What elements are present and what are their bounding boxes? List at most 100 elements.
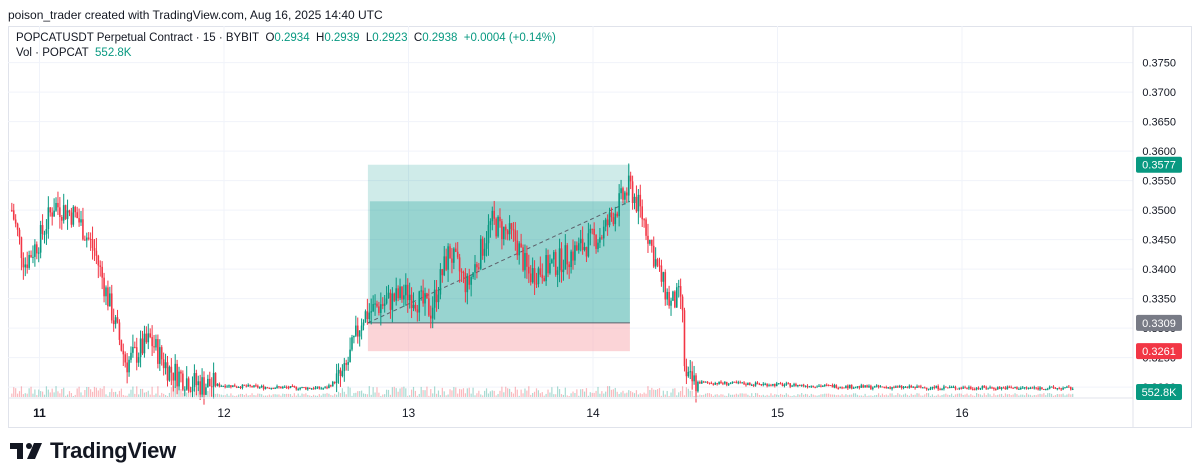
volume-bar: [876, 394, 878, 397]
volume-label[interactable]: Vol · POPCAT: [16, 47, 89, 59]
volume-bar: [933, 395, 935, 397]
candle-body: [979, 388, 982, 390]
volume-bar: [929, 395, 932, 397]
volume-bar: [570, 393, 572, 397]
volume-bar: [236, 395, 238, 397]
candle-body: [149, 333, 151, 338]
candle-body: [808, 386, 811, 388]
candle-body: [428, 298, 430, 316]
candle-body: [920, 386, 922, 388]
candle-body: [743, 382, 745, 385]
volume-bar: [649, 389, 651, 397]
volume-bar: [387, 389, 390, 397]
volume-bar: [574, 392, 576, 397]
volume-bar: [234, 395, 236, 397]
volume-bar: [756, 393, 759, 397]
volume-bar: [683, 395, 686, 397]
candle-body: [551, 259, 553, 264]
volume-bar: [126, 395, 128, 397]
candle-body: [257, 385, 259, 388]
volume-bar: [716, 394, 718, 397]
candle-body: [268, 387, 271, 389]
volume-bar: [426, 386, 428, 397]
volume-bar: [874, 395, 876, 397]
candle-body: [437, 294, 440, 303]
candle-body: [116, 317, 119, 323]
volume-bar: [61, 389, 63, 397]
volume-bar: [533, 391, 536, 397]
candle-body: [687, 371, 690, 377]
volume-bar: [449, 389, 451, 397]
candle-body: [556, 270, 559, 275]
candle-body: [677, 286, 680, 288]
candle-body: [139, 338, 142, 358]
candle-body: [147, 333, 150, 343]
candle-body: [233, 385, 236, 387]
candle-body: [303, 387, 305, 389]
candle-body: [714, 382, 717, 385]
candle-body: [60, 216, 63, 221]
candle-body: [852, 387, 855, 389]
candle-body: [333, 381, 336, 384]
candle-body: [168, 366, 171, 381]
volume-bar: [74, 394, 76, 397]
volume-bar: [754, 393, 757, 397]
long-position-tool[interactable]: [367, 164, 631, 352]
candle-body: [968, 387, 970, 389]
volume-bar: [1045, 395, 1047, 397]
y-tick-label: 0.3350: [1142, 294, 1176, 306]
candle-body: [629, 175, 632, 182]
candle-body: [633, 196, 636, 203]
volume-bar: [812, 394, 814, 397]
candle-body: [981, 386, 984, 389]
high-value: 0.2939: [324, 32, 360, 44]
tradingview-logo[interactable]: TradingView: [10, 438, 176, 464]
volume-bar: [149, 394, 151, 397]
candle-body: [122, 350, 125, 355]
candle-body: [641, 206, 643, 220]
candle-body: [1012, 387, 1014, 389]
candle-body: [948, 387, 951, 389]
volume-bar: [839, 395, 841, 397]
candle-body: [170, 366, 173, 373]
volume-bar: [582, 389, 584, 397]
volume-bar: [1035, 395, 1037, 397]
volume-bar: [826, 393, 828, 397]
volume-bar: [143, 392, 146, 397]
candle-body: [691, 371, 693, 382]
x-tick-label: 14: [586, 406, 600, 420]
candle-body: [537, 268, 540, 284]
candle-body: [520, 243, 522, 248]
candle-body: [718, 381, 720, 385]
candle-body: [528, 266, 530, 274]
candle-body: [143, 333, 146, 354]
y-tick-label: 0.3550: [1142, 176, 1176, 188]
candle-body: [545, 255, 547, 282]
symbol-label[interactable]: POPCATUSDT Perpetual Contract · 15 · BYB…: [16, 32, 260, 44]
volume-bar: [724, 395, 726, 397]
volume-bar: [745, 393, 747, 397]
volume-bar: [262, 395, 265, 397]
candle-body: [28, 255, 30, 268]
volume-bar: [1008, 393, 1010, 397]
volume-bar: [188, 392, 190, 397]
volume-bar: [245, 393, 247, 397]
volume-bar: [558, 389, 561, 397]
candle-body: [795, 384, 797, 387]
candle-body: [973, 389, 976, 391]
volume-bar: [78, 386, 80, 397]
volume-bar: [597, 386, 599, 397]
candle-body: [216, 383, 219, 386]
volume-bar: [628, 390, 630, 397]
volume-bar: [626, 392, 628, 397]
candle-body: [266, 387, 269, 389]
volume-bar: [261, 394, 263, 397]
volume-bar: [908, 395, 910, 397]
candle-body: [783, 384, 786, 386]
volume-bar: [687, 388, 689, 397]
candle-body: [199, 381, 201, 395]
candle-body: [70, 212, 73, 225]
candle-body: [299, 387, 301, 390]
price-chart[interactable]: 0.32000.32500.33000.33500.34000.34500.35…: [8, 26, 1192, 428]
candle-body: [80, 219, 82, 223]
